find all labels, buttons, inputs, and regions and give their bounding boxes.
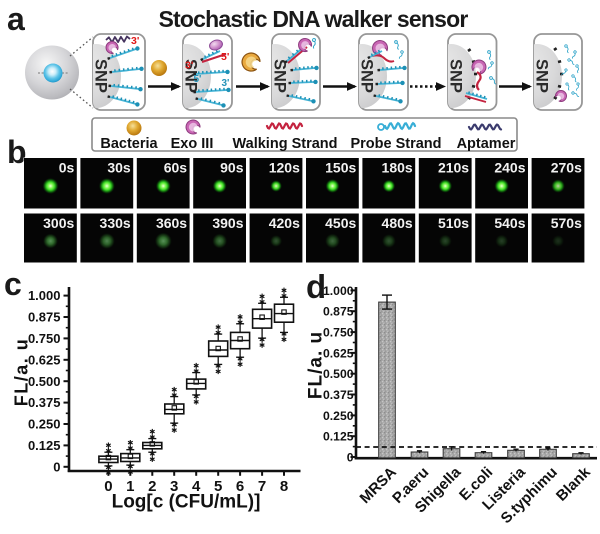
svg-text:SNP: SNP	[92, 59, 110, 93]
svg-text:300s: 300s	[43, 215, 74, 231]
svg-text:420s: 420s	[269, 215, 300, 231]
svg-text:1.000: 1.000	[323, 284, 354, 298]
svg-text:4: 4	[192, 478, 201, 495]
svg-text:0.875: 0.875	[323, 305, 354, 319]
svg-text:7: 7	[258, 478, 266, 495]
svg-text:30s: 30s	[107, 160, 131, 176]
svg-text:0: 0	[53, 459, 60, 474]
svg-text:3': 3'	[131, 35, 139, 47]
svg-text:480s: 480s	[382, 215, 413, 231]
svg-text:FL/a. u: FL/a. u	[12, 338, 32, 407]
svg-text:0: 0	[104, 478, 112, 495]
svg-text:3: 3	[170, 478, 178, 495]
svg-text:a: a	[7, 1, 25, 37]
svg-text:Log[c (CFU/mL)]: Log[c (CFU/mL)]	[112, 492, 261, 513]
svg-text:0: 0	[347, 450, 354, 464]
svg-text:0.625: 0.625	[323, 346, 354, 360]
svg-text:Walking Strand: Walking Strand	[233, 136, 338, 152]
svg-text:Probe Strand: Probe Strand	[350, 136, 441, 152]
svg-text:390s: 390s	[212, 215, 243, 231]
svg-text:b: b	[7, 134, 27, 170]
svg-text:0.250: 0.250	[28, 417, 61, 432]
svg-text:SNP: SNP	[358, 59, 376, 93]
svg-text:210s: 210s	[438, 160, 469, 176]
svg-text:SNP: SNP	[271, 59, 289, 93]
svg-text:Aptamer: Aptamer	[457, 136, 516, 152]
svg-text:0.500: 0.500	[323, 367, 354, 381]
svg-text:Exo III: Exo III	[171, 136, 214, 152]
svg-text:450s: 450s	[325, 215, 356, 231]
svg-text:0.125: 0.125	[28, 438, 61, 453]
svg-text:0.625: 0.625	[28, 352, 61, 367]
svg-text:570s: 570s	[551, 215, 582, 231]
svg-text:3': 3'	[222, 78, 230, 89]
svg-text:SNP: SNP	[447, 59, 465, 93]
svg-text:8: 8	[280, 478, 288, 495]
svg-text:0.750: 0.750	[323, 325, 354, 339]
svg-text:510s: 510s	[438, 215, 469, 231]
svg-text:0s: 0s	[59, 160, 75, 176]
svg-text:c: c	[4, 266, 22, 302]
svg-text:0.875: 0.875	[28, 310, 61, 325]
svg-text:90s: 90s	[220, 160, 244, 176]
svg-text:5': 5'	[194, 74, 202, 85]
svg-text:SNP: SNP	[533, 59, 551, 93]
svg-text:5': 5'	[221, 51, 229, 63]
svg-text:540s: 540s	[494, 215, 525, 231]
svg-text:0.500: 0.500	[28, 374, 61, 389]
svg-text:SNP: SNP	[182, 59, 200, 93]
svg-text:5: 5	[214, 478, 222, 495]
svg-text:0.375: 0.375	[323, 388, 354, 402]
svg-text:330s: 330s	[100, 215, 131, 231]
svg-text:150s: 150s	[325, 160, 356, 176]
svg-text:0.250: 0.250	[323, 409, 354, 423]
svg-text:360s: 360s	[156, 215, 187, 231]
svg-text:270s: 270s	[551, 160, 582, 176]
svg-text:180s: 180s	[382, 160, 413, 176]
svg-text:120s: 120s	[269, 160, 300, 176]
svg-text:6: 6	[236, 478, 244, 495]
svg-text:Bacteria: Bacteria	[100, 136, 158, 152]
svg-text:3': 3'	[185, 60, 193, 72]
svg-text:0.125: 0.125	[323, 430, 354, 444]
svg-text:0.375: 0.375	[28, 395, 61, 410]
svg-text:2: 2	[148, 478, 156, 495]
svg-text:1: 1	[126, 478, 134, 495]
svg-text:240s: 240s	[494, 160, 525, 176]
svg-text:d: d	[306, 268, 326, 305]
svg-text:1.000: 1.000	[28, 288, 61, 303]
svg-text:Stochastic DNA walker sensor: Stochastic DNA walker sensor	[158, 6, 468, 32]
svg-text:0.750: 0.750	[28, 331, 61, 346]
svg-text:60s: 60s	[164, 160, 188, 176]
svg-text:FL/a. u: FL/a. u	[306, 331, 327, 399]
